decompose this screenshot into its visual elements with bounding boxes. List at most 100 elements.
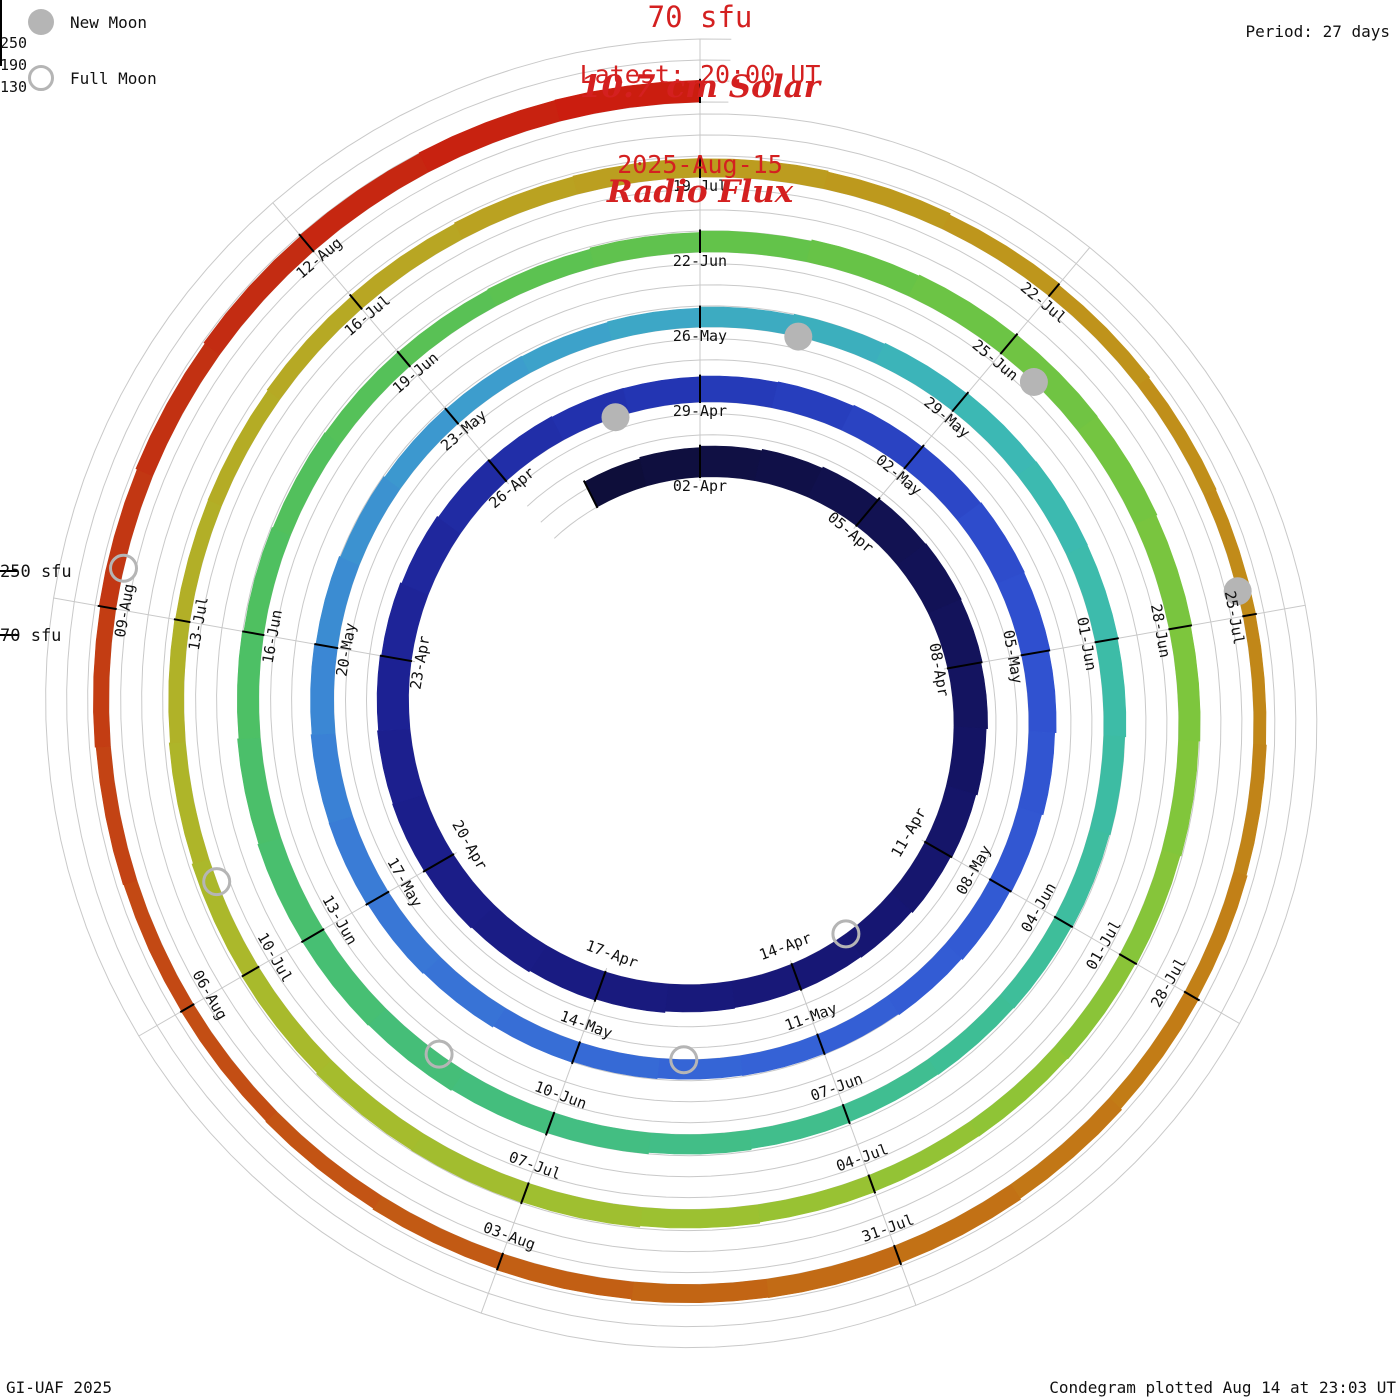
legend-new-moon-label: New Moon	[70, 12, 148, 32]
day-tick	[314, 643, 339, 650]
day-tick	[298, 233, 315, 253]
new-moon-marker	[601, 403, 630, 432]
day-tick	[951, 391, 970, 413]
flux-bar	[630, 1278, 769, 1304]
flux-bar	[324, 351, 411, 445]
day-tick	[1053, 915, 1074, 929]
date-label: 02-Apr	[673, 477, 727, 495]
flux-bar	[257, 837, 324, 942]
flux-bar	[367, 891, 441, 974]
flux-bar	[1054, 954, 1136, 1060]
day-tick	[300, 928, 325, 944]
flux-bar	[392, 794, 454, 872]
flux-bar	[1089, 735, 1126, 836]
flux-bar	[1010, 1097, 1123, 1200]
flux-bar	[595, 971, 669, 1013]
flux-bar	[739, 1034, 825, 1076]
chart-title-line2: Radio Flux	[606, 174, 794, 210]
day-tick	[593, 970, 607, 1003]
day-tick	[855, 496, 881, 528]
chart-title: 10.7 cm Solar Radio Flux	[0, 0, 1400, 245]
day-tick	[893, 1244, 903, 1266]
day-tick	[841, 1103, 851, 1125]
flux-bar	[1108, 991, 1199, 1110]
flux-bar	[699, 158, 829, 190]
day-tick	[495, 1252, 505, 1271]
flux-bar	[823, 171, 951, 230]
flux-bar	[381, 582, 429, 662]
flux-bar	[969, 1046, 1068, 1137]
day-tick	[816, 1033, 826, 1056]
flux-bar	[241, 966, 332, 1074]
flux-bar	[340, 476, 401, 566]
flux-bar	[191, 858, 259, 977]
flux-bar	[401, 515, 461, 596]
full-moon-marker	[424, 1039, 454, 1069]
day-tick	[1242, 612, 1257, 618]
date-label: 29-Apr	[673, 402, 727, 420]
flux-bar	[886, 943, 962, 1016]
day-tick	[179, 1003, 195, 1013]
new-moon-marker	[1223, 577, 1252, 606]
flux-bar	[664, 980, 735, 1013]
day-tick	[790, 962, 803, 991]
day-tick	[365, 890, 390, 906]
scale-bar-max-label: 250 sfu	[0, 562, 72, 582]
date-label: 10-Jun	[532, 1077, 589, 1112]
day-tick	[988, 878, 1012, 893]
full-moon-marker	[669, 1045, 699, 1075]
flux-bar	[1137, 377, 1217, 495]
flux-bar	[328, 815, 389, 905]
flux-bar	[890, 841, 952, 913]
new-moon-icon	[28, 9, 54, 35]
flux-bar	[265, 1111, 383, 1209]
day-tick	[444, 407, 460, 425]
day-tick	[1094, 637, 1119, 644]
date-label: 26-May	[673, 327, 727, 345]
flux-bar	[946, 726, 987, 796]
flux-bar	[999, 916, 1072, 1009]
full-moon-marker	[202, 867, 232, 897]
flux-bar	[237, 737, 281, 845]
full-moon-marker	[831, 919, 861, 949]
flux-bar	[648, 1129, 752, 1155]
day-tick	[946, 661, 983, 670]
flux-bar	[123, 880, 194, 1012]
day-tick	[97, 604, 117, 611]
date-label: 19-Jul	[673, 177, 727, 195]
flux-bar	[748, 1104, 850, 1150]
day-tick	[396, 350, 412, 368]
day-tick	[348, 293, 363, 310]
latest-date-line: 2025-Aug-15	[617, 150, 783, 179]
radial-axis-label-190: 190	[0, 56, 28, 74]
scale-bar	[0, 0, 2, 66]
flux-bar	[1233, 743, 1267, 876]
flux-bar	[315, 555, 360, 649]
flux-bar	[806, 239, 920, 297]
grid-spiral-190	[66, 59, 1297, 1328]
flux-bar	[168, 741, 210, 865]
flux-bar	[945, 879, 1011, 961]
flux-bar	[488, 416, 564, 482]
legend-new-moon: New Moon	[28, 8, 147, 36]
legend-full-moon-label: Full Moon	[70, 68, 157, 88]
flux-bar	[316, 1059, 424, 1151]
flux-bar	[310, 732, 353, 824]
flux-bar	[1169, 625, 1201, 742]
day-tick	[487, 459, 508, 483]
flux-bar	[423, 956, 506, 1028]
flux-bar	[874, 342, 968, 412]
flux-bar	[411, 1133, 529, 1203]
flux-bar	[1000, 334, 1098, 432]
new-moon-marker	[784, 322, 813, 351]
flux-bar	[989, 806, 1043, 893]
day-tick	[1020, 649, 1051, 657]
day-tick	[999, 332, 1019, 355]
flux-bar	[376, 655, 412, 732]
flux-bar	[957, 502, 1025, 585]
flux-bar	[699, 445, 763, 481]
flux-bar	[207, 389, 281, 506]
day-tick	[520, 1182, 530, 1205]
flux-bar	[95, 745, 138, 886]
